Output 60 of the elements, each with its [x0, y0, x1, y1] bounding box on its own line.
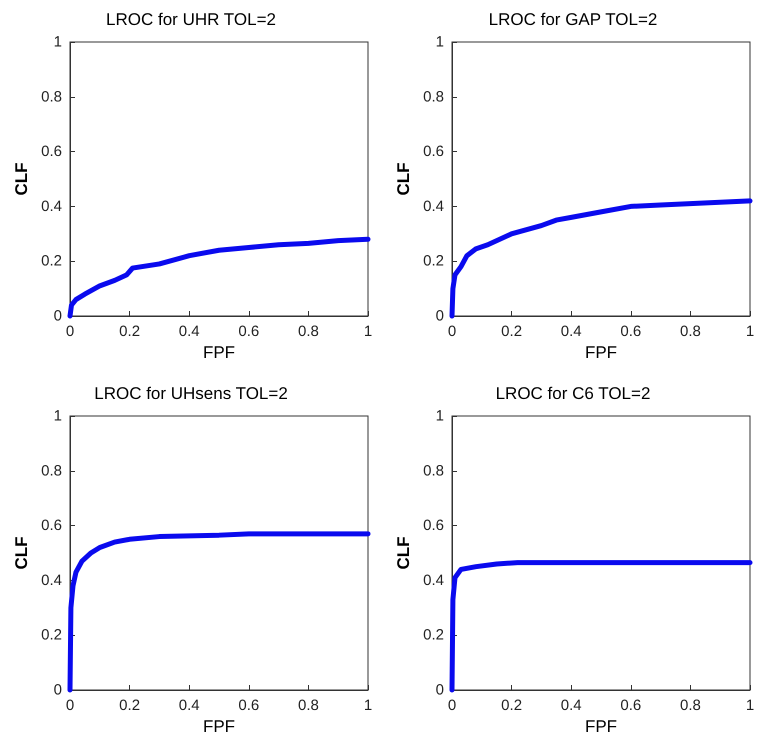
- y-tick-label: 0.4: [41, 198, 62, 215]
- x-tick-label: 0.4: [560, 323, 582, 340]
- y-tick-label: 0.4: [423, 198, 444, 215]
- y-tick-label: 0.2: [41, 252, 62, 270]
- x-tick-label: 0.2: [119, 323, 140, 340]
- y-tick-label: 0.8: [423, 462, 444, 480]
- y-tick-label: 1: [54, 408, 62, 424]
- y-tick-label: 1: [54, 34, 62, 50]
- x-tick-label: 1: [746, 697, 754, 714]
- y-axis-title: CLF: [12, 162, 32, 196]
- chart-title: LROC for C6 TOL=2: [496, 384, 650, 403]
- x-tick-label: 0.6: [620, 323, 642, 340]
- y-tick-label: 0.2: [423, 252, 444, 270]
- y-tick-label: 0: [436, 308, 444, 324]
- x-tick-label: 0.2: [119, 697, 140, 714]
- y-tick-label: 0.4: [41, 572, 62, 589]
- chart-title: LROC for UHR TOL=2: [106, 10, 276, 29]
- x-axis-title: FPF: [202, 716, 236, 736]
- x-tick-label: 0.6: [238, 697, 260, 714]
- y-axis-title: CLF: [394, 162, 414, 196]
- x-tick-label: 0.4: [560, 697, 582, 714]
- x-tick-label: 0.2: [501, 323, 522, 340]
- x-tick-label: 0.8: [680, 697, 701, 714]
- x-tick-label: 0.8: [298, 697, 319, 714]
- y-tick-label: 0.8: [41, 88, 62, 106]
- y-tick-label: 0.6: [41, 517, 62, 534]
- x-axis-title: FPF: [584, 716, 618, 736]
- y-tick-label: 0.8: [41, 462, 62, 480]
- y-tick-label: 0.4: [423, 572, 444, 589]
- x-axis-title: FPF: [584, 342, 618, 362]
- chart-title: LROC for UHsens TOL=2: [94, 384, 288, 403]
- x-tick-label: 0: [448, 323, 456, 340]
- x-tick-label: 0: [448, 697, 456, 714]
- y-tick-label: 0.2: [41, 626, 62, 644]
- x-tick-label: 0.6: [620, 697, 642, 714]
- y-tick-label: 1: [436, 34, 444, 50]
- y-axis-title: CLF: [12, 536, 32, 570]
- x-tick-label: 0.2: [501, 697, 522, 714]
- x-tick-label: 0.8: [680, 323, 701, 340]
- x-axis-title: FPF: [202, 342, 236, 362]
- x-tick-label: 0.4: [178, 323, 200, 340]
- x-tick-label: 1: [364, 323, 372, 340]
- y-tick-label: 0.6: [423, 143, 444, 160]
- y-tick-label: 0: [54, 682, 62, 698]
- y-axis-title: CLF: [394, 536, 414, 570]
- y-tick-label: 0.2: [423, 626, 444, 644]
- x-tick-label: 0.6: [238, 323, 260, 340]
- y-tick-label: 1: [436, 408, 444, 424]
- y-tick-label: 0.6: [41, 143, 62, 160]
- x-tick-label: 1: [746, 323, 754, 340]
- chart-title: LROC for GAP TOL=2: [488, 10, 658, 29]
- x-tick-label: 0.4: [178, 697, 200, 714]
- x-tick-label: 0: [66, 697, 74, 714]
- x-tick-label: 0.8: [298, 323, 319, 340]
- y-tick-label: 0.6: [423, 517, 444, 534]
- y-tick-label: 0: [54, 308, 62, 324]
- y-tick-label: 0.8: [423, 88, 444, 106]
- y-tick-label: 0: [436, 682, 444, 698]
- x-tick-label: 0: [66, 323, 74, 340]
- x-tick-label: 1: [364, 697, 372, 714]
